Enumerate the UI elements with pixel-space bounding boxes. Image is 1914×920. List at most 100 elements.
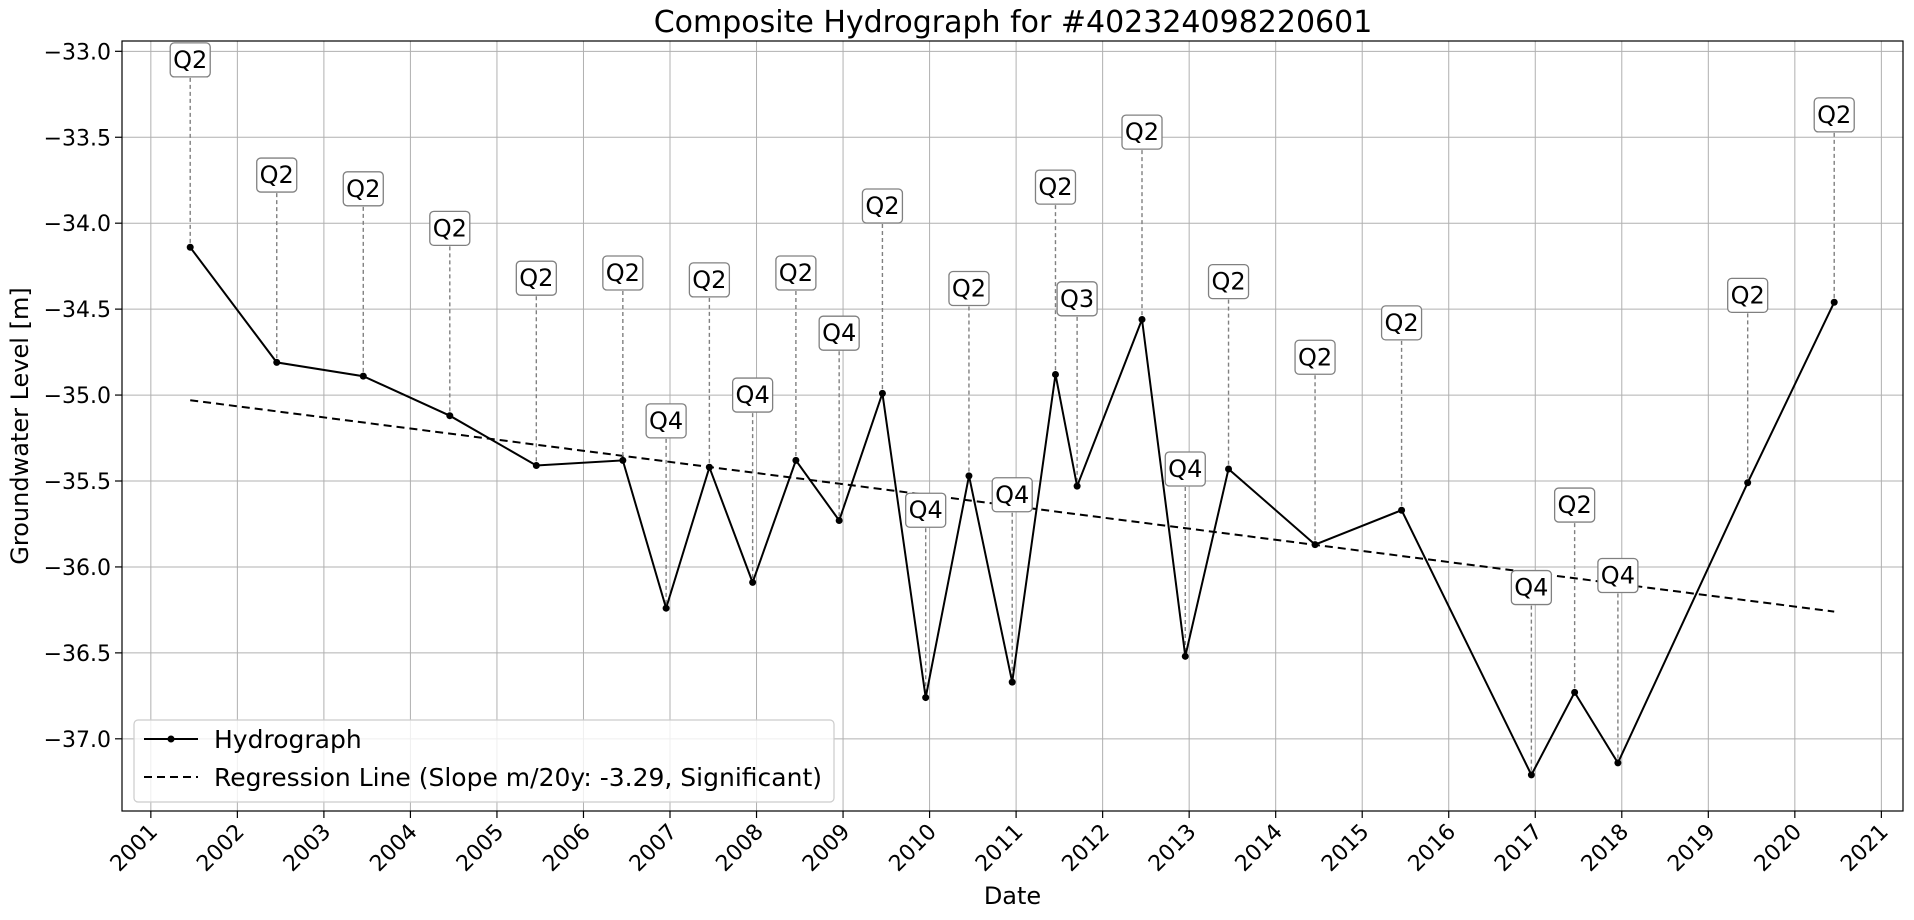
hydrograph-point bbox=[1614, 759, 1622, 767]
hydrograph-point bbox=[792, 456, 800, 464]
annotation-label: Q4 bbox=[1168, 455, 1202, 483]
x-tick-label: 2003 bbox=[279, 820, 336, 877]
y-tick-label: −34.0 bbox=[44, 212, 111, 237]
x-tick-label: 2018 bbox=[1577, 820, 1634, 877]
annotation-label: Q3 bbox=[1060, 285, 1094, 313]
annotation-box bbox=[602, 255, 644, 291]
annotation-box bbox=[1294, 339, 1336, 375]
quarter-annotation: Q4 bbox=[1164, 451, 1206, 487]
hydrograph-point bbox=[878, 389, 886, 397]
hydrograph-point bbox=[1138, 315, 1146, 323]
regression-line bbox=[190, 399, 1835, 613]
quarter-annotation: Q2 bbox=[602, 255, 644, 291]
legend-hydrograph-label: Hydrograph bbox=[214, 725, 362, 754]
legend-box bbox=[133, 719, 835, 803]
quarter-annotation: Q2 bbox=[429, 210, 471, 246]
annotation-label: Q4 bbox=[1514, 574, 1548, 602]
x-tick-label: 2012 bbox=[1058, 820, 1115, 877]
x-tick-label: 2004 bbox=[365, 820, 422, 877]
hydrograph-point bbox=[1744, 479, 1752, 487]
hydrograph-point bbox=[1527, 771, 1535, 779]
quarter-annotation: Q3 bbox=[1056, 281, 1098, 317]
x-axis-title: Date bbox=[984, 882, 1041, 910]
annotation-box bbox=[688, 262, 731, 298]
quarter-annotation: Q2 bbox=[948, 270, 990, 307]
hydrograph-point bbox=[273, 358, 281, 366]
annotation-box bbox=[169, 42, 211, 78]
quarter-annotation: Q2 bbox=[1294, 339, 1336, 375]
y-tick-label: −33.5 bbox=[44, 126, 111, 151]
x-tick-label: 2019 bbox=[1663, 820, 1720, 877]
quarter-annotation: Q2 bbox=[169, 42, 211, 78]
x-tick-label: 2013 bbox=[1144, 820, 1201, 877]
hydrograph-point bbox=[1008, 678, 1016, 686]
annotation-label: Q2 bbox=[1038, 173, 1072, 201]
hydrograph-point bbox=[1830, 298, 1838, 306]
quarter-annotation: Q2 bbox=[861, 188, 904, 224]
hydrograph-point bbox=[1051, 370, 1059, 378]
hydrograph-point bbox=[1311, 541, 1319, 549]
quarter-annotation: Q2 bbox=[342, 171, 384, 207]
y-axis-ticks: −33.0 −33.5 −34.0 −34.5 −35.0 −35.5 −36.0 −36.5… bbox=[44, 40, 122, 753]
annotation-label: Q4 bbox=[649, 407, 683, 435]
hydrograph-point bbox=[186, 243, 194, 251]
x-tick-label: 2002 bbox=[192, 820, 249, 877]
x-tick-label: 2006 bbox=[538, 820, 595, 877]
x-tick-label: 2015 bbox=[1317, 820, 1374, 877]
annotation-label: Q2 bbox=[346, 175, 380, 203]
annotation-box bbox=[342, 171, 384, 207]
quarter-annotation: Q2 bbox=[515, 260, 557, 296]
annotation-box bbox=[1056, 281, 1098, 317]
legend: Hydrograph Regression Line (Slope m/20y:… bbox=[133, 719, 835, 803]
hydrograph-point bbox=[1073, 482, 1081, 490]
x-tick-label: 2014 bbox=[1231, 820, 1288, 877]
y-tick-label: −36.5 bbox=[44, 642, 111, 667]
annotation-box bbox=[1813, 97, 1855, 133]
annotation-box bbox=[818, 315, 860, 351]
y-tick-label: −36.0 bbox=[44, 556, 111, 581]
quarter-annotation: Q2 bbox=[775, 255, 817, 291]
quarter-annotation: Q2 bbox=[1034, 169, 1077, 205]
annotation-box bbox=[1034, 169, 1077, 205]
annotation-box bbox=[905, 492, 947, 528]
x-tick-label: 2005 bbox=[452, 820, 509, 877]
annotation-box bbox=[429, 210, 471, 246]
x-tick-label: 2021 bbox=[1836, 820, 1893, 877]
annotation-label: Q4 bbox=[995, 481, 1029, 509]
x-tick-label: 2016 bbox=[1404, 820, 1461, 877]
annotation-box bbox=[1121, 114, 1163, 150]
y-tick-label: −34.5 bbox=[44, 298, 111, 323]
annotation-label: Q4 bbox=[822, 319, 856, 347]
annotation-box bbox=[1727, 277, 1769, 314]
annotation-label: Q4 bbox=[736, 381, 770, 409]
x-tick-label: 2009 bbox=[798, 820, 855, 877]
x-tick-label: 2011 bbox=[971, 820, 1028, 877]
annotation-label: Q2 bbox=[1125, 118, 1159, 146]
quarter-annotation: Q2 bbox=[688, 262, 731, 298]
annotation-label: Q4 bbox=[909, 496, 943, 524]
legend-regression-label: Regression Line (Slope m/20y: -3.29, Sig… bbox=[214, 763, 822, 792]
annotation-box bbox=[948, 270, 990, 307]
hydrograph-point bbox=[705, 463, 713, 471]
annotation-label: Q2 bbox=[1384, 309, 1418, 337]
annotation-label: Q2 bbox=[433, 214, 467, 242]
quarter-annotation: Q2 bbox=[1207, 263, 1250, 300]
hydrograph-series bbox=[186, 243, 1838, 779]
annotation-box bbox=[256, 157, 298, 193]
annotation-label: Q2 bbox=[1558, 491, 1592, 519]
annotation-box bbox=[1510, 569, 1553, 606]
annotation-label: Q2 bbox=[519, 264, 553, 292]
y-tick-label: −35.0 bbox=[44, 384, 111, 409]
hydrograph-point bbox=[662, 604, 670, 612]
annotation-box bbox=[731, 377, 774, 413]
quarter-annotation: Q2 bbox=[1121, 114, 1163, 150]
quarter-annotation: Q2 bbox=[1813, 97, 1855, 133]
x-tick-label: 2010 bbox=[885, 820, 942, 877]
quarter-annotation: Q4 bbox=[905, 492, 947, 528]
x-tick-label: 2007 bbox=[625, 820, 682, 877]
annotation-label: Q2 bbox=[1817, 101, 1851, 129]
x-tick-label: 2008 bbox=[711, 820, 768, 877]
annotation-label: Q2 bbox=[260, 161, 294, 189]
